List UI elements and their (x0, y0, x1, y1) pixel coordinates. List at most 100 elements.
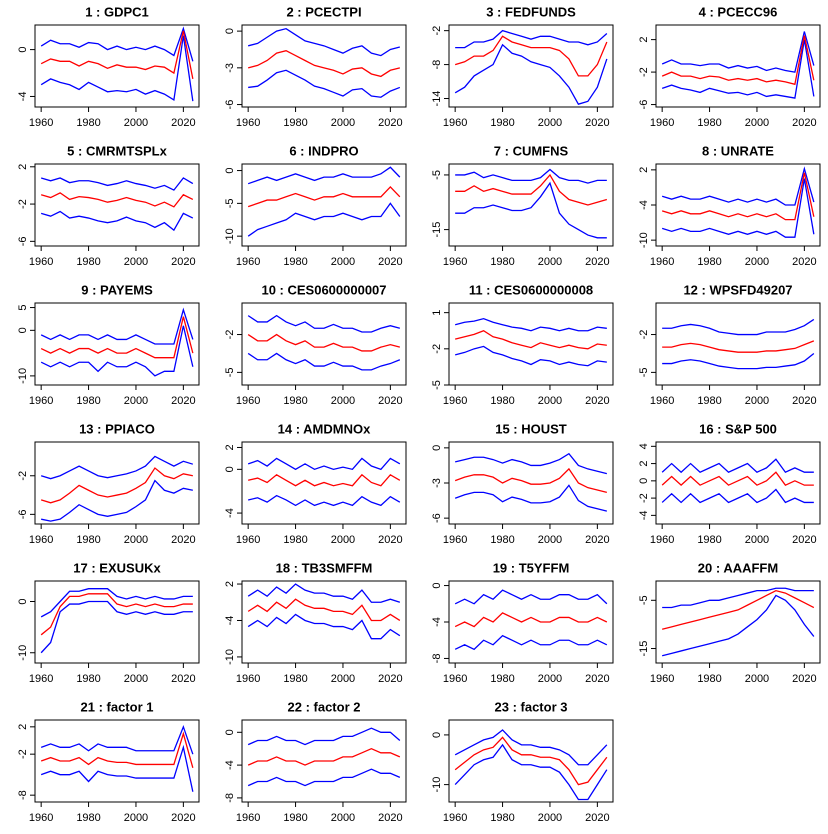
panel-title: 20 : AAAFFM (698, 560, 778, 575)
panel-title: 1 : GDPC1 (85, 4, 149, 19)
plot-frame (241, 24, 407, 108)
x-tick-label: 1980 (283, 534, 307, 546)
y-tick-label: 0 (224, 167, 236, 173)
x-tick-label: 1980 (283, 256, 307, 268)
panel: 11 : CES0600000008 1960 1980 2000 2020 -5 -2 1 (431, 282, 614, 407)
y-tick-label: -3 (224, 63, 236, 73)
y-tick-label: 0 (17, 47, 29, 53)
series-line (247, 314, 401, 333)
y-tick-label: -6 (638, 100, 650, 110)
y-tick-label: -2 (17, 749, 29, 759)
panel: 7 : CUMFNS 1960 1980 2000 2020 -15 -5 (431, 143, 614, 268)
series-line (661, 166, 815, 206)
x-tick-label: 1980 (490, 117, 514, 129)
x-tick-label: 2000 (124, 534, 148, 546)
panel: 20 : AAAFFM 1960 1980 2000 2020 -15 -5 (638, 560, 821, 685)
series-line (40, 744, 194, 792)
series-line (454, 467, 607, 494)
x-tick-label: 1960 (443, 395, 467, 407)
plot-area (247, 27, 401, 98)
series-line (661, 39, 815, 99)
series-line (661, 458, 814, 474)
x-tick-label: 2020 (171, 256, 195, 268)
x-tick-label: 2020 (378, 256, 402, 268)
y-tick-label: 0 (431, 445, 443, 451)
panel: 13 : PPIACO 1960 1980 2000 2020 -6 -2 (17, 421, 200, 546)
x-tick-label: 2000 (745, 534, 769, 546)
y-tick-label: -2 (224, 330, 236, 340)
y-tick-label: -15 (638, 641, 650, 657)
y-tick-label: 2 (17, 724, 29, 730)
y-tick-label: 0 (224, 729, 236, 735)
plot-area (661, 458, 814, 504)
series-line (40, 192, 194, 208)
series-line (41, 479, 193, 522)
series-line (247, 598, 401, 622)
panel-title: 18 : TB3SMFFM (276, 560, 373, 575)
y-tick-label: -4 (224, 508, 236, 518)
panel: 8 : UNRATE 1960 1980 2000 2020 -10 -4 2 (638, 143, 821, 268)
x-tick-label: 1980 (490, 534, 514, 546)
y-tick-label: -6 (431, 513, 443, 523)
panel: 6 : INDPRO 1960 1980 2000 2020 -10 -5 0 (224, 143, 407, 268)
series-line (40, 307, 194, 345)
y-tick-label: 2 (224, 444, 236, 450)
x-tick-label: 2000 (745, 673, 769, 685)
panel: 19 : T5YFFM 1960 1980 2000 2020 -8 -4 0 (431, 560, 614, 685)
panel-title: 13 : PPIACO (79, 421, 155, 436)
x-tick-label: 2020 (378, 812, 402, 824)
x-tick-label: 2000 (331, 256, 355, 268)
y-tick-label: -2 (638, 330, 650, 340)
x-tick-label: 2020 (585, 256, 609, 268)
y-tick-label: 2 (638, 167, 650, 173)
y-tick-label: -2 (17, 471, 29, 481)
plot-area (40, 307, 194, 377)
series-line (40, 316, 194, 359)
plot-frame (655, 24, 821, 108)
x-tick-label: 2000 (538, 117, 562, 129)
x-tick-label: 1980 (283, 812, 307, 824)
x-tick-label: 1980 (490, 673, 514, 685)
x-tick-label: 1960 (443, 117, 467, 129)
series-line (455, 452, 607, 475)
x-tick-label: 1960 (650, 117, 674, 129)
series-line (662, 340, 815, 353)
series-line (247, 50, 401, 78)
x-tick-label: 2000 (124, 117, 148, 129)
panel-title: 7 : CUMFNS (494, 143, 569, 158)
x-tick-label: 2020 (378, 534, 402, 546)
plot-area (247, 166, 401, 237)
series-line (454, 345, 607, 367)
x-tick-label: 2000 (331, 812, 355, 824)
series-line (454, 634, 608, 651)
x-tick-label: 2000 (745, 256, 769, 268)
panel-title: 23 : factor 3 (495, 699, 568, 714)
x-tick-label: 1960 (443, 534, 467, 546)
series-line (248, 494, 401, 507)
x-tick-label: 2000 (538, 534, 562, 546)
series-line (662, 352, 815, 370)
series-line (247, 166, 401, 185)
x-tick-label: 2020 (171, 812, 195, 824)
x-tick-label: 1980 (76, 534, 100, 546)
x-tick-label: 2000 (331, 534, 355, 546)
series-line (662, 318, 815, 336)
plot-frame (34, 441, 200, 525)
y-tick-label: -3 (431, 478, 443, 488)
y-tick-label: -10 (17, 368, 29, 384)
y-tick-label: -10 (17, 645, 29, 661)
series-line (40, 724, 194, 755)
series-line (247, 768, 401, 787)
panel: 1 : GDPC1 1960 1980 2000 2020 -4 0 (17, 4, 200, 129)
x-tick-label: 1980 (490, 256, 514, 268)
panel: 18 : TB3SMFFM 1960 1980 2000 2020 -10 -4 2 (224, 560, 407, 685)
plot-frame (655, 441, 821, 525)
x-tick-label: 1960 (29, 256, 53, 268)
x-tick-label: 2000 (538, 395, 562, 407)
panel: 14 : AMDMNOx 1960 1980 2000 2020 -4 0 2 (224, 421, 407, 546)
x-tick-label: 2000 (331, 395, 355, 407)
y-tick-label: -10 (224, 228, 236, 244)
panel-title: 2 : PCECTPI (286, 4, 361, 19)
x-tick-label: 1980 (283, 395, 307, 407)
y-tick-label: -15 (431, 222, 443, 238)
